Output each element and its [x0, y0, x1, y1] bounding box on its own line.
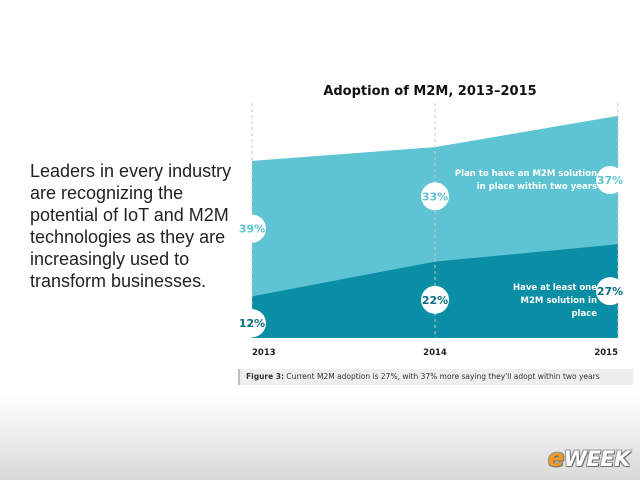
current-series-label-line-1: Have at least one: [513, 283, 597, 293]
figure-caption-text: Current M2M adoption is 27%, with 37% mo…: [284, 372, 600, 381]
eweek-logo-e: e: [548, 444, 564, 472]
eweek-logo-week: WEEK: [563, 447, 631, 471]
x-tick-label-2015: 2015: [594, 348, 618, 358]
planned-value-2014-label: 33%: [422, 190, 448, 203]
planned-value-2015-bubble: [596, 166, 624, 195]
figure-label: Figure 3:: [246, 372, 285, 381]
planned-value-2015-label: 37%: [597, 174, 623, 187]
planned-value-2013-bubble: [238, 214, 266, 243]
current-value-2013-label: 12%: [239, 317, 265, 330]
side-description: Leaders in every industry are recognizin…: [30, 161, 232, 291]
x-tick-label-2013: 2013: [252, 348, 276, 358]
planned-value-2014-bubble: [421, 182, 449, 211]
planned-value-2013-label: 39%: [239, 223, 265, 236]
chart-title: Adoption of M2M, 2013–2015: [323, 84, 537, 99]
current-series-label-line-3: place: [571, 309, 597, 319]
current-value-2014-label: 22%: [422, 294, 448, 307]
eweek-logo: eWEEK: [548, 444, 630, 472]
figure-caption: Figure 3: Current M2M adoption is 27%, w…: [238, 369, 633, 385]
current-value-2014-bubble: [421, 285, 449, 314]
current-series-label-line-2: M2M solution in: [521, 296, 597, 306]
current-value-2015-bubble: [596, 277, 624, 306]
planned-series-label-line-2: in place within two years: [477, 182, 597, 192]
x-tick-label-2014: 2014: [423, 348, 447, 358]
planned-series-label-line-1: Plan to have an M2M solution: [455, 169, 597, 179]
current-value-2013-bubble: [238, 309, 266, 338]
current-value-2015-label: 27%: [597, 285, 623, 298]
